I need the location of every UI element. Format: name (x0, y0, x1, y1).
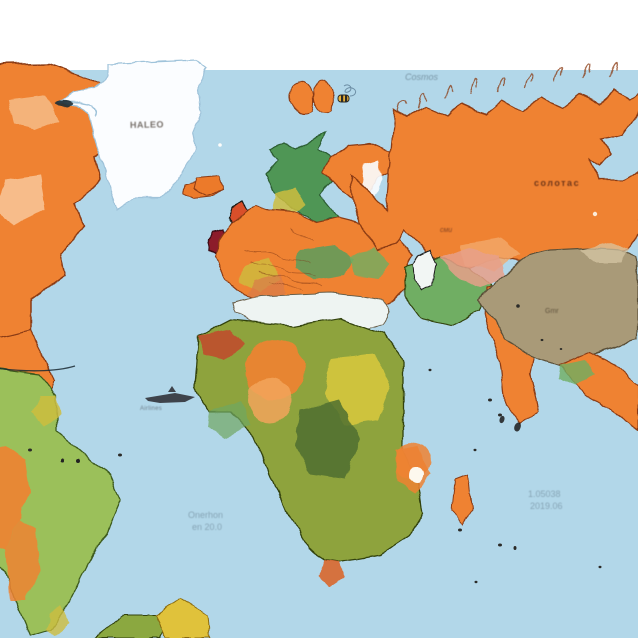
svg-text:HALEO: HALEO (130, 119, 164, 130)
svg-text:en 20.0: en 20.0 (192, 522, 222, 532)
svg-text:сми: сми (440, 227, 452, 234)
svg-text:Cosmos: Cosmos (405, 72, 439, 82)
svg-text:Onerhon: Onerhon (188, 510, 223, 520)
svg-text:Airlines: Airlines (140, 406, 162, 412)
svg-text:2019.06: 2019.06 (530, 501, 563, 511)
svg-text:Gmr: Gmr (545, 308, 559, 315)
svg-text:солотас: солотас (534, 178, 580, 188)
svg-text:1.05038: 1.05038 (528, 489, 561, 499)
